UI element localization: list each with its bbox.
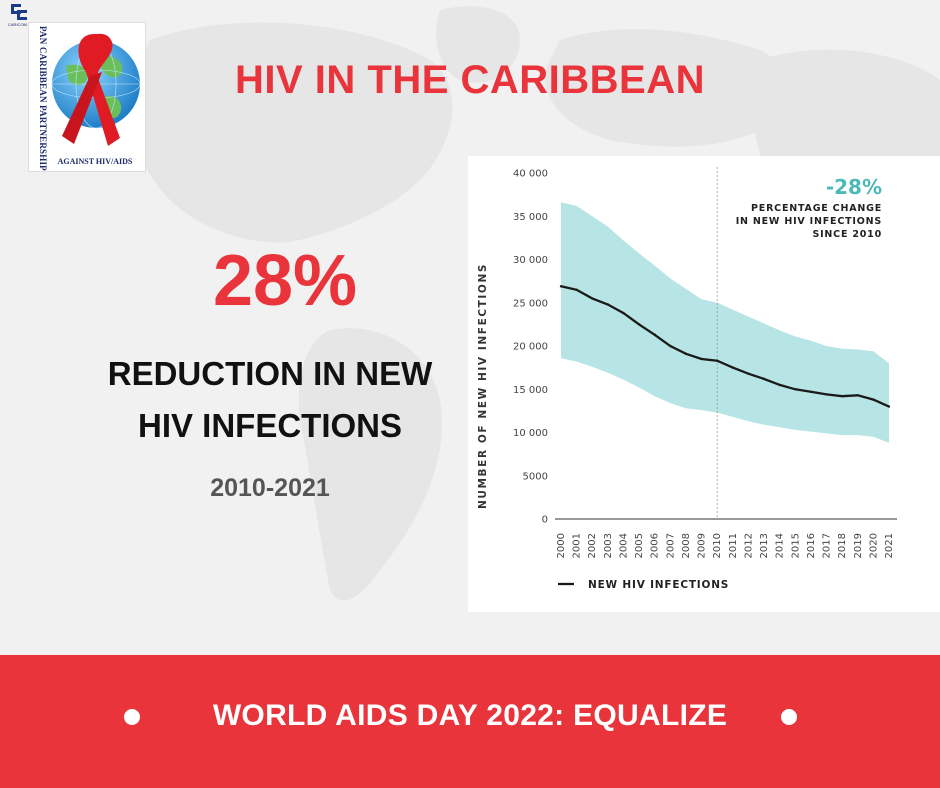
- data-point: [872, 398, 875, 401]
- x-tick-label: 2006: [650, 533, 661, 558]
- new-hiv-infections-line: [560, 285, 890, 408]
- x-tick-label: 2014: [775, 533, 786, 558]
- data-point: [669, 344, 672, 348]
- data-point: [856, 394, 859, 397]
- x-tick-label: 2001: [572, 533, 583, 558]
- data-point: [575, 288, 578, 291]
- y-axis-label: NUMBER OF NEW HIV INFECTIONS: [477, 263, 489, 509]
- y-tick-label: 35 000: [513, 212, 548, 223]
- landmass-europe: [544, 29, 787, 147]
- y-tick-label: 30 000: [513, 255, 548, 266]
- x-tick-label: 2008: [681, 533, 692, 558]
- globe-ribbon-icon: [51, 33, 141, 147]
- x-tick-label: 2000: [556, 533, 567, 558]
- x-tick-label: 2003: [603, 533, 614, 558]
- y-tick-label: 25 000: [513, 298, 548, 309]
- legend-label: NEW HIV INFECTIONS: [588, 579, 729, 591]
- data-point: [747, 372, 750, 375]
- x-tick-label: 2004: [618, 533, 629, 558]
- y-tick-label: 15 000: [513, 385, 548, 396]
- data-point: [887, 405, 891, 408]
- x-tick-label: 2010: [712, 533, 723, 558]
- annotation-value: -28%: [826, 175, 882, 199]
- x-tick-label: 2011: [728, 533, 739, 558]
- x-tick-label: 2016: [806, 533, 817, 558]
- landmass-north-america: [127, 22, 453, 243]
- data-point: [715, 359, 719, 362]
- landmass-greenland: [436, 6, 520, 83]
- data-point: [825, 393, 828, 396]
- x-tick-label: 2017: [822, 533, 833, 558]
- y-tick-label: 20 000: [513, 342, 548, 353]
- x-tick-label: 2020: [868, 533, 879, 558]
- chart-background: [468, 156, 940, 612]
- data-point: [622, 311, 625, 315]
- landmass-south-america: [298, 328, 442, 601]
- x-tick-label: 2015: [790, 533, 801, 558]
- y-tick-label: 5000: [523, 471, 548, 482]
- reduction-headline: REDUCTION IN NEW HIV INFECTIONS: [75, 348, 465, 452]
- y-tick-label: 10 000: [513, 428, 548, 439]
- data-point: [637, 323, 641, 326]
- data-point: [591, 297, 594, 300]
- y-axis-ticks: 0 5000 10 000 15 000 20 000 25 000 30 000 35 00…: [513, 169, 548, 526]
- bullet-dot-right: [781, 709, 797, 725]
- chart-panel: NUMBER OF NEW HIV INFECTIONS 0 5000 10 000…: [468, 156, 940, 612]
- data-point: [840, 394, 844, 398]
- page-title: HIV IN THE CARIBBEAN: [234, 58, 706, 102]
- x-tick-label: 2012: [743, 533, 754, 558]
- caricom-label: CARICOM: [8, 22, 27, 27]
- data-point: [794, 388, 797, 391]
- data-point: [606, 303, 610, 306]
- reduction-period: 2010-2021: [210, 474, 330, 502]
- data-point: [684, 352, 688, 355]
- data-point: [731, 366, 735, 369]
- data-point: [762, 377, 766, 381]
- x-tick-label: 2002: [587, 533, 598, 558]
- data-points: [559, 285, 891, 408]
- x-tick-label: 2018: [837, 533, 848, 558]
- x-tick-label: 2007: [665, 533, 676, 558]
- caricom-logo-icon: [11, 4, 27, 20]
- x-tick-label: 2009: [697, 533, 708, 558]
- x-tick-label: 2021: [884, 533, 895, 558]
- x-tick-label: 2005: [634, 533, 645, 558]
- data-point: [559, 285, 563, 288]
- y-tick-label: 0: [542, 515, 548, 526]
- data-point: [778, 383, 781, 387]
- annotation-line-2: IN NEW HIV INFECTIONS: [736, 216, 882, 227]
- logo-bottom-text: AGAINST HIV/AIDS: [57, 157, 133, 166]
- reduction-percentage: 28%: [212, 241, 358, 321]
- uncertainty-band: [561, 202, 889, 443]
- x-tick-label: 2019: [853, 533, 864, 558]
- x-axis-ticks: 2000 2001 2002 2003 2004 2005 2006 2007 2008 2009…: [556, 533, 895, 558]
- data-point: [700, 357, 703, 361]
- logo-side-text: PAN CARIBBEAN PARTNERSHIP: [38, 26, 48, 171]
- annotation-line-1: PERCENTAGE CHANGE: [751, 203, 882, 214]
- headline-line-2: HIV INFECTIONS: [137, 407, 403, 444]
- footer-title: WORLD AIDS DAY 2022: EQUALIZE: [212, 699, 728, 732]
- x-tick-label: 2013: [759, 533, 770, 558]
- y-tick-label: 40 000: [513, 169, 548, 180]
- new-hiv-infections-chart: NUMBER OF NEW HIV INFECTIONS 0 5000 10 000…: [468, 156, 940, 612]
- data-point: [653, 333, 656, 336]
- footer-banner: WORLD AIDS DAY 2022: EQUALIZE: [0, 655, 940, 788]
- pan-caribbean-partnership-logo: CARICOM PAN CARIBBEAN PARTNERSHIP AGAINS…: [8, 2, 148, 174]
- annotation-line-3: SINCE 2010: [812, 229, 882, 240]
- bullet-dot-left: [124, 709, 140, 725]
- headline-line-1: REDUCTION IN NEW: [107, 355, 433, 392]
- data-point: [809, 390, 813, 394]
